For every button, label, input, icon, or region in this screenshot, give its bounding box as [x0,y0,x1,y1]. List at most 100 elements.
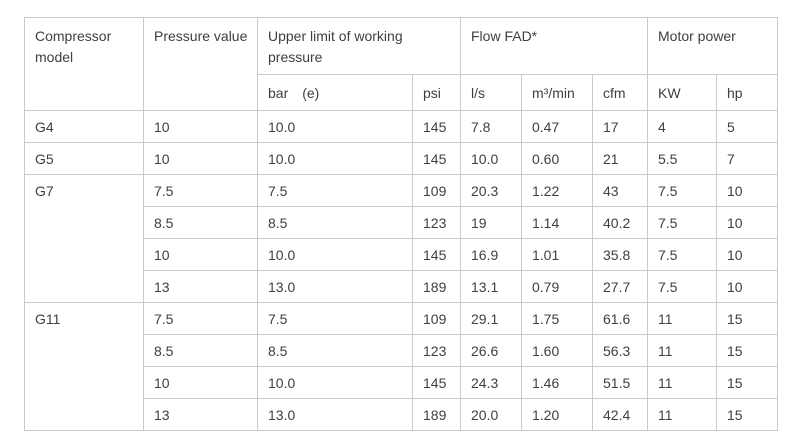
header-flow-fad: Flow FAD* [460,17,648,75]
cell-bar: 13.0 [257,398,413,431]
cell-cfm: 56.3 [592,334,648,367]
cell-model: G5 [24,142,144,175]
table-row-g11-2: 8.5 8.5 123 26.6 1.60 56.3 11 15 [25,334,778,367]
cell-cfm: 51.5 [592,366,648,399]
table-row-g7-1: G7 7.5 7.5 109 20.3 1.22 43 7.5 10 [24,174,778,303]
cell-pressure-value: 8.5 [143,206,258,239]
cell-pressure-value: 10 [143,142,258,175]
cell-hp: 10 [716,238,778,271]
header-unit-hp: hp [716,74,778,111]
header-unit-kw: KW [647,74,717,111]
cell-cfm: 17 [592,110,648,143]
header-unit-ls: l/s [460,74,522,111]
compressor-spec-table: Compressor model Pressure value Upper li… [24,17,778,431]
cell-kw: 11 [647,302,717,335]
cell-cfm: 40.2 [592,206,648,239]
header-unit-cfm: cfm [592,74,648,111]
cell-ls: 20.3 [460,174,522,207]
header-row-units: bar (e) psi l/s m³/min cfm KW hp [25,74,778,111]
cell-model: G11 [24,302,144,431]
cell-cfm: 61.6 [592,302,648,335]
cell-pressure-value: 8.5 [143,334,258,367]
cell-kw: 11 [647,398,717,431]
cell-pressure-value: 13 [143,398,258,431]
cell-ls: 7.8 [460,110,522,143]
cell-cfm: 27.7 [592,270,648,303]
cell-hp: 7 [716,142,778,175]
cell-model: G7 [24,174,144,303]
cell-psi: 145 [412,110,461,143]
header-unit-bar: bar (e) [257,74,413,111]
cell-bar: 10.0 [257,366,413,399]
cell-cfm: 21 [592,142,648,175]
cell-hp: 10 [716,206,778,239]
cell-bar: 8.5 [257,206,413,239]
cell-m3min: 1.60 [521,334,593,367]
header-unit-psi: psi [412,74,461,111]
cell-ls: 24.3 [460,366,522,399]
cell-psi: 189 [412,270,461,303]
cell-pressure-value: 10 [143,238,258,271]
cell-m3min: 1.46 [521,366,593,399]
cell-psi: 123 [412,206,461,239]
header-compressor-model: Compressor model [24,17,144,111]
cell-model: G4 [24,110,144,143]
cell-m3min: 1.14 [521,206,593,239]
cell-kw: 7.5 [647,174,717,207]
cell-cfm: 35.8 [592,238,648,271]
cell-kw: 11 [647,334,717,367]
table-row-g4: G4 10 10.0 145 7.8 0.47 17 4 5 [24,110,778,143]
cell-kw: 5.5 [647,142,717,175]
cell-kw: 7.5 [647,270,717,303]
cell-bar: 10.0 [257,238,413,271]
cell-ls: 10.0 [460,142,522,175]
cell-hp: 10 [716,174,778,207]
header-pressure-value: Pressure value [143,17,258,111]
table-row-g7-3: 10 10.0 145 16.9 1.01 35.8 7.5 10 [25,238,778,271]
cell-psi: 145 [412,238,461,271]
cell-pressure-value: 7.5 [143,302,258,335]
cell-psi: 189 [412,398,461,431]
cell-kw: 11 [647,366,717,399]
header-upper-limit: Upper limit of working pressure [257,17,461,75]
cell-psi: 145 [412,142,461,175]
table-row-g11-3: 10 10.0 145 24.3 1.46 51.5 11 15 [25,366,778,399]
cell-ls: 19 [460,206,522,239]
header-motor-power: Motor power [647,17,778,75]
cell-kw: 7.5 [647,206,717,239]
cell-bar: 8.5 [257,334,413,367]
cell-pressure-value: 13 [143,270,258,303]
cell-m3min: 0.79 [521,270,593,303]
cell-ls: 20.0 [460,398,522,431]
cell-m3min: 1.75 [521,302,593,335]
header-unit-m3min: m³/min [521,74,593,111]
cell-m3min: 1.01 [521,238,593,271]
cell-kw: 7.5 [647,238,717,271]
cell-ls: 16.9 [460,238,522,271]
table-row-g5: G5 10 10.0 145 10.0 0.60 21 5.5 7 [24,142,778,175]
cell-bar: 7.5 [257,302,413,335]
cell-cfm: 42.4 [592,398,648,431]
cell-psi: 123 [412,334,461,367]
cell-hp: 10 [716,270,778,303]
cell-m3min: 1.20 [521,398,593,431]
header-row-groups: Compressor model Pressure value Upper li… [24,17,778,111]
cell-ls: 29.1 [460,302,522,335]
cell-bar: 10.0 [257,110,413,143]
cell-hp: 5 [716,110,778,143]
table-row-g11-1: G11 7.5 7.5 109 29.1 1.75 61.6 11 15 [24,302,778,431]
table-row-g7-2: 8.5 8.5 123 19 1.14 40.2 7.5 10 [25,206,778,239]
cell-psi: 109 [412,174,461,207]
cell-m3min: 1.22 [521,174,593,207]
table-row-g11-4: 13 13.0 189 20.0 1.20 42.4 11 15 [25,398,778,431]
cell-hp: 15 [716,334,778,367]
cell-psi: 145 [412,366,461,399]
cell-psi: 109 [412,302,461,335]
cell-cfm: 43 [592,174,648,207]
cell-pressure-value: 7.5 [143,174,258,207]
cell-pressure-value: 10 [143,110,258,143]
table-row-g7-4: 13 13.0 189 13.1 0.79 27.7 7.5 10 [25,270,778,303]
cell-m3min: 0.47 [521,110,593,143]
cell-bar: 7.5 [257,174,413,207]
